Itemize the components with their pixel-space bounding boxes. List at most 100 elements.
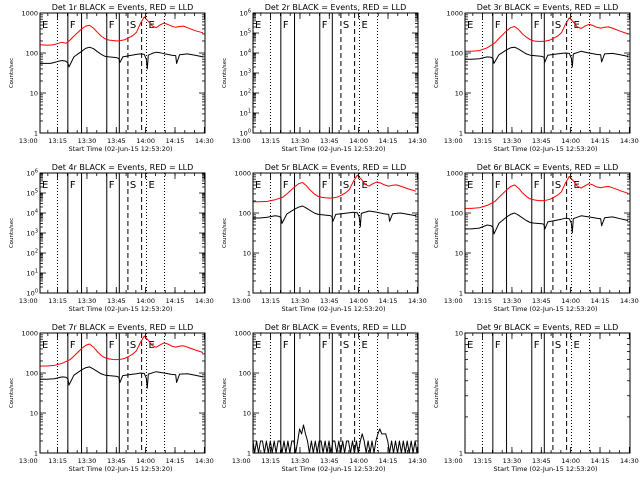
- flag-label-e: E: [255, 20, 261, 31]
- flag-label-f: F: [534, 20, 540, 31]
- series-events-line: [465, 46, 629, 68]
- x-tick-label: 13:15: [261, 457, 280, 465]
- y-tick-label: 101: [27, 269, 38, 278]
- x-axis-label: Start Time (02-Jun-15 12:53:20): [494, 465, 598, 473]
- flag-label-f: F: [283, 20, 289, 31]
- y-tick-label: 1: [247, 290, 251, 298]
- y-axis-label: Counts/sec: [9, 218, 15, 248]
- x-tick-label: 13:00: [19, 297, 38, 305]
- x-tick-label: 13:00: [19, 137, 38, 145]
- flag-label-f: F: [283, 340, 289, 351]
- flag-label-f: F: [322, 340, 328, 351]
- panel-title: Det 6r BLACK = Events, RED = LLD: [477, 163, 619, 172]
- x-tick-label: 14:30: [408, 137, 427, 145]
- flag-label-s: S: [130, 180, 136, 191]
- x-tick-label: 13:45: [320, 137, 339, 145]
- x-tick-label: 14:30: [408, 457, 427, 465]
- x-tick-label: 14:00: [349, 457, 368, 465]
- x-tick-label: 13:30: [291, 137, 310, 145]
- y-tick-label: 1: [34, 130, 38, 138]
- axes-frame: [252, 12, 419, 134]
- x-tick-label: 13:30: [291, 297, 310, 305]
- axes-frame: [464, 332, 631, 454]
- panel-title: Det 8r BLACK = Events, RED = LLD: [265, 323, 407, 332]
- x-axis-label: Start Time (02-Jun-15 12:53:20): [282, 145, 386, 153]
- x-tick-label: 14:15: [379, 137, 398, 145]
- x-tick-label: 14:15: [379, 297, 398, 305]
- panel-title: Det 3r BLACK = Events, RED = LLD: [477, 3, 619, 12]
- flag-label-e: E: [573, 340, 579, 351]
- panel-det-2r: Det 2r BLACK = Events, RED = LLD E F F S E 100…: [222, 3, 427, 153]
- y-tick-label: 1: [459, 450, 463, 458]
- flag-label-s: S: [555, 20, 561, 31]
- x-tick-label: 13:30: [78, 137, 97, 145]
- y-tick-label: 1: [34, 450, 38, 458]
- y-tick-label: 102: [27, 249, 38, 258]
- flag-label-e: E: [42, 180, 48, 191]
- axes-frame: [39, 172, 206, 294]
- panel-title: Det 1r BLACK = Events, RED = LLD: [52, 3, 194, 12]
- x-tick-label: 13:15: [48, 137, 67, 145]
- y-tick-label: 10: [30, 90, 38, 98]
- x-tick-label: 13:15: [48, 457, 67, 465]
- x-axis-label: Start Time (02-Jun-15 12:53:20): [69, 465, 173, 473]
- x-tick-label: 13:45: [320, 457, 339, 465]
- x-tick-label: 14:00: [349, 137, 368, 145]
- flag-label-e: E: [255, 180, 261, 191]
- x-tick-label: 14:30: [620, 297, 639, 305]
- panel-det-9r: Det 9r BLACK = Events, RED = LLD E F F S E 1 10…: [434, 323, 639, 473]
- x-tick-label: 14:30: [408, 297, 427, 305]
- flag-label-e: E: [361, 340, 367, 351]
- x-tick-label: 14:30: [195, 137, 214, 145]
- panel-det-8r: Det 8r BLACK = Events, RED = LLD E F F S E 1 10…: [222, 323, 427, 473]
- flag-label-e: E: [361, 180, 367, 191]
- y-tick-label: 1000: [234, 330, 251, 338]
- x-tick-label: 13:45: [107, 297, 126, 305]
- y-axis-label: Counts/sec: [9, 378, 15, 408]
- y-tick-label: 100: [27, 289, 38, 298]
- panel-title: Det 4r BLACK = Events, RED = LLD: [52, 163, 194, 172]
- axes-frame: [252, 332, 419, 454]
- y-tick-label: 10: [455, 90, 463, 98]
- x-tick-label: 14:15: [166, 457, 185, 465]
- flag-label-f: F: [322, 180, 328, 191]
- flag-label-f: F: [70, 20, 76, 31]
- panel-title: Det 7r BLACK = Events, RED = LLD: [52, 323, 194, 332]
- flag-label-e: E: [255, 340, 261, 351]
- flag-label-e: E: [467, 20, 473, 31]
- y-tick-label: 1000: [21, 330, 38, 338]
- x-tick-label: 13:15: [261, 137, 280, 145]
- y-tick-label: 104: [27, 209, 38, 218]
- x-tick-label: 14:00: [561, 457, 580, 465]
- x-axis-label: Start Time (02-Jun-15 12:53:20): [69, 305, 173, 313]
- x-tick-label: 14:30: [195, 297, 214, 305]
- x-tick-label: 13:45: [320, 297, 339, 305]
- x-tick-label: 14:15: [166, 137, 185, 145]
- y-tick-label: 106: [240, 9, 251, 18]
- axes-frame: [464, 12, 631, 134]
- y-tick-label: 1000: [446, 170, 463, 178]
- panel-det-4r: Det 4r BLACK = Events, RED = LLD E F F S E 100…: [9, 163, 214, 313]
- y-tick-label: 104: [240, 49, 251, 58]
- y-axis-label: Counts/sec: [222, 378, 228, 408]
- x-axis-label: Start Time (02-Jun-15 12:53:20): [282, 465, 386, 473]
- y-tick-label: 1000: [446, 10, 463, 18]
- flag-label-f: F: [70, 340, 76, 351]
- axes-frame: [39, 332, 206, 454]
- x-axis-label: Start Time (02-Jun-15 12:53:20): [282, 305, 386, 313]
- flag-label-e: E: [467, 180, 473, 191]
- x-tick-label: 14:15: [591, 297, 610, 305]
- x-tick-label: 13:00: [232, 297, 251, 305]
- panel-title: Det 5r BLACK = Events, RED = LLD: [265, 163, 407, 172]
- y-tick-label: 10: [243, 410, 251, 418]
- x-tick-label: 14:15: [166, 297, 185, 305]
- flag-label-f: F: [534, 340, 540, 351]
- x-tick-label: 13:15: [473, 457, 492, 465]
